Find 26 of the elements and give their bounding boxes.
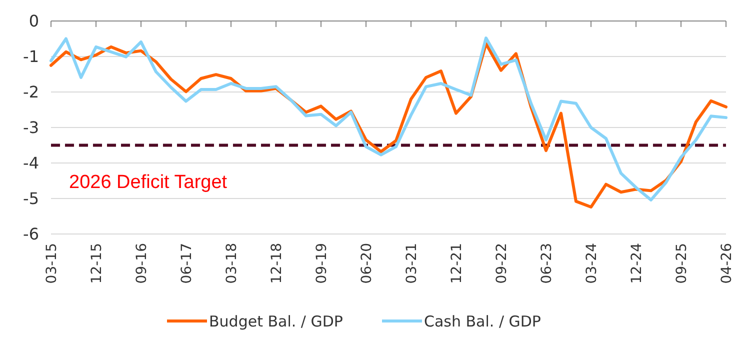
x-tick-label: 03-15 xyxy=(44,243,60,284)
y-tick-label: 0 xyxy=(28,12,39,31)
x-tick-label: 12-15 xyxy=(88,243,105,284)
x-tick-label: 03-21 xyxy=(404,243,420,284)
legend-label: Cash Bal. / GDP xyxy=(424,312,541,330)
annotation: 2026 Deficit Target xyxy=(69,172,228,193)
x-tick-label: 12-18 xyxy=(268,243,285,284)
x-tick-label: 12-21 xyxy=(448,243,465,284)
x-tick-label: 09-16 xyxy=(134,242,150,284)
y-tick-label: -2 xyxy=(23,82,39,102)
x-tick-label: 06-23 xyxy=(538,243,555,284)
x-tick-label: 03-18 xyxy=(224,243,240,284)
x-tick-label: 09-25 xyxy=(674,243,690,284)
y-tick-label: -6 xyxy=(23,224,39,244)
y-tick-label: -3 xyxy=(23,118,39,138)
x-tick-label: 06-17 xyxy=(178,243,195,284)
x-tick-label: 09-22 xyxy=(494,243,510,284)
x-tick-label: 12-24 xyxy=(628,242,645,284)
legend-label: Budget Bal. / GDP xyxy=(209,312,343,330)
x-tick-label: 03-24 xyxy=(584,242,600,284)
y-tick-label: -1 xyxy=(23,47,39,66)
x-tick-label: 09-19 xyxy=(314,243,330,284)
y-tick-label: -5 xyxy=(23,189,39,208)
x-tick-label: 06-20 xyxy=(358,243,375,284)
x-tick-label: 04-26 xyxy=(718,242,735,284)
y-tick-label: -4 xyxy=(23,154,39,173)
